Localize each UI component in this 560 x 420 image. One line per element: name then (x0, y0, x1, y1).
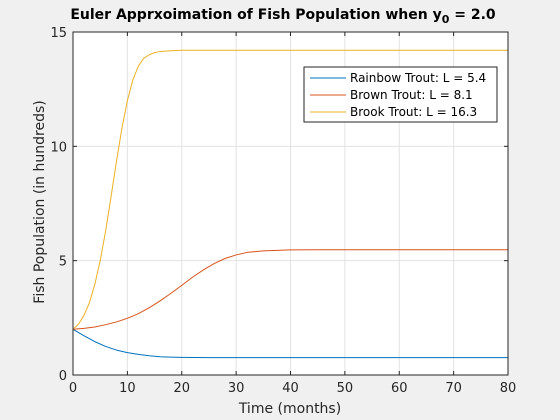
x-axis-label: Time (months) (238, 401, 341, 417)
legend-label-2: Brown Trout: L = 8.1 (350, 88, 473, 102)
chart-title: Euler Apprxoimation of Fish Population w… (70, 7, 496, 26)
x-tick-label: 70 (445, 381, 462, 396)
x-tick-label: 40 (282, 381, 299, 396)
ticks (72, 31, 509, 376)
x-tick-label: 50 (337, 381, 354, 396)
series-lines (72, 49, 508, 359)
series-line-1 (72, 328, 508, 359)
series-line-3 (72, 49, 508, 330)
x-tick-label: 80 (500, 381, 517, 396)
legend-label-1: Rainbow Trout: L = 5.4 (350, 71, 486, 85)
x-tick-label: 60 (391, 381, 408, 396)
legend-label-3: Brook Trout: L = 16.3 (350, 105, 477, 119)
y-tick-label: 10 (50, 140, 67, 155)
y-tick-label: 15 (50, 26, 67, 41)
tick-labels: 0 10 20 30 40 50 60 70 80 0 5 10 15 (50, 26, 516, 396)
x-tick-label: 30 (228, 381, 245, 396)
x-tick-label: 20 (173, 381, 190, 396)
series-line-2 (72, 249, 508, 330)
y-tick-label: 5 (59, 255, 67, 270)
y-tick-label: 0 (59, 369, 67, 384)
title-suffix: = 2.0 (449, 7, 496, 23)
title-subscript: 0 (442, 13, 450, 26)
y-axis-label: Fish Population (in hundreds) (32, 100, 48, 303)
x-tick-label: 10 (119, 381, 136, 396)
legend: Rainbow Trout: L = 5.4 Brown Trout: L = 8… (303, 66, 498, 123)
x-tick-label: 0 (69, 381, 77, 396)
